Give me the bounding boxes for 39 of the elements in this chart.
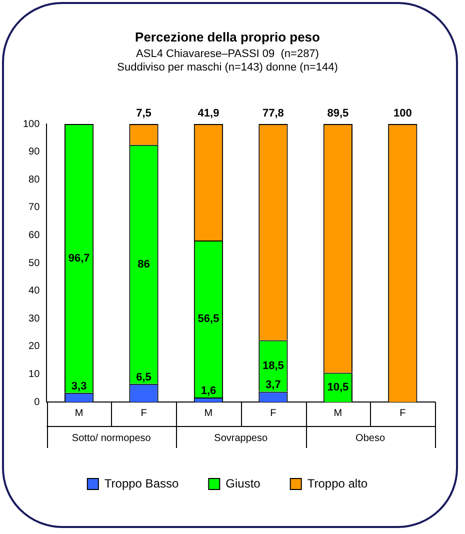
x-tick-label: F bbox=[270, 408, 276, 419]
y-tick-label: 10 bbox=[28, 368, 40, 380]
data-label: 86 bbox=[138, 258, 150, 270]
data-label: 41,9 bbox=[198, 108, 220, 120]
data-label: 7,5 bbox=[136, 108, 152, 120]
text: Obeso bbox=[356, 432, 386, 444]
y-tick-label: 0 bbox=[34, 396, 40, 408]
data-label: 96,7 bbox=[68, 252, 90, 264]
chart-title: Percezione della proprio peso bbox=[135, 29, 320, 44]
data-label: 18,5 bbox=[262, 360, 284, 372]
legend-label: Troppo Basso bbox=[104, 476, 179, 490]
y-tick-label: 40 bbox=[28, 286, 40, 297]
legend-label: Giusto bbox=[226, 476, 261, 490]
data-label: 56,5 bbox=[198, 313, 220, 326]
text: Sotto/ normopeso bbox=[72, 432, 152, 444]
x-tick-label: M bbox=[334, 408, 342, 419]
y-tick-label: 80 bbox=[28, 174, 40, 186]
y-tick-label: 20 bbox=[28, 341, 40, 352]
y-tick-label: 30 bbox=[28, 313, 40, 324]
y-tick-label: 90 bbox=[28, 146, 40, 158]
data-label: 89,5 bbox=[327, 108, 349, 120]
x-tick-label: M bbox=[74, 408, 84, 419]
x-tick-label: F bbox=[400, 408, 406, 419]
y-tick-label: 100 bbox=[22, 118, 40, 130]
y-tick-label: 50 bbox=[28, 258, 40, 269]
data-label: 1,6 bbox=[200, 385, 216, 398]
data-label: 77,8 bbox=[262, 108, 284, 120]
y-tick-label: 60 bbox=[28, 230, 40, 241]
data-label: 3,3 bbox=[71, 380, 87, 392]
data-label: 3,7 bbox=[266, 379, 281, 392]
x-tick-label: F bbox=[140, 408, 147, 419]
y-tick-label: 70 bbox=[28, 202, 40, 214]
data-label: 100 bbox=[393, 108, 412, 120]
legend-label: Troppo alto bbox=[307, 476, 368, 490]
chart-subtitle: ASL4 Chiavarese–PASSI 09 (n=287) Suddiviso per maschi (n=143) donne (n=144) bbox=[117, 48, 338, 74]
x-tick-label: M bbox=[204, 408, 213, 419]
data-label: 6,5 bbox=[136, 371, 152, 384]
text: Sovrappeso bbox=[214, 432, 268, 444]
data-label: 10,5 bbox=[327, 381, 349, 394]
